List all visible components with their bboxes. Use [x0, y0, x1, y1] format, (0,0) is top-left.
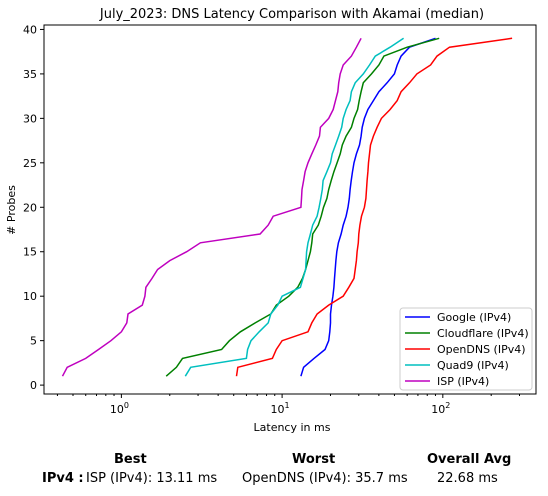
y-tick-label: 20	[23, 201, 37, 214]
summary-header-best: Best	[114, 452, 147, 467]
legend: Google (IPv4) Cloudflare (IPv4) OpenDNS (I…	[399, 307, 533, 391]
x-tick-label: 101	[271, 401, 290, 416]
summary-header-avg: Overall Avg	[427, 452, 512, 467]
legend-label: Google (IPv4)	[437, 311, 511, 324]
series-line-0	[300, 37, 436, 377]
x-axis-label: Latency in ms	[254, 421, 331, 434]
plot-frame	[43, 24, 537, 395]
legend-label: ISP (IPv4)	[437, 375, 489, 388]
y-tick-label: 25	[23, 157, 37, 170]
summary-row-label: IPv4 :	[42, 471, 84, 486]
series-layer	[61, 37, 513, 377]
series-line-4	[61, 37, 362, 377]
y-tick-label: 35	[23, 68, 37, 81]
chart-title: July_2023: DNS Latency Comparison with A…	[99, 7, 484, 22]
x-tick-label: 100	[110, 401, 129, 416]
y-axis-label: # Probes	[5, 185, 18, 235]
series-line-2	[235, 37, 513, 377]
summary-avg-value: 22.68 ms	[437, 471, 498, 486]
y-tick-label: 0	[30, 379, 37, 392]
legend-box	[399, 307, 533, 391]
legend-label: Quad9 (IPv4)	[437, 359, 509, 372]
y-tick-label: 10	[23, 290, 37, 303]
series-line-3	[184, 37, 405, 377]
summary-worst-value: OpenDNS (IPv4): 35.7 ms	[242, 471, 408, 486]
x-tick-label: 102	[431, 401, 450, 416]
y-tick-label: 15	[23, 246, 37, 259]
y-tick-label: 40	[23, 23, 37, 36]
summary-best-value: ISP (IPv4): 13.11 ms	[86, 471, 218, 486]
x-ticks: 100 101 102	[56, 394, 521, 416]
y-ticks: 0 5 10 15 20 25 30 35 40	[23, 23, 44, 392]
series-line-1	[165, 37, 440, 377]
legend-label: Cloudflare (IPv4)	[437, 327, 529, 340]
y-tick-label: 30	[23, 112, 37, 125]
legend-label: OpenDNS (IPv4)	[437, 343, 526, 356]
summary-header-worst: Worst	[292, 452, 336, 467]
y-tick-label: 5	[30, 335, 37, 348]
latency-chart: July_2023: DNS Latency Comparison with A…	[5, 7, 537, 434]
